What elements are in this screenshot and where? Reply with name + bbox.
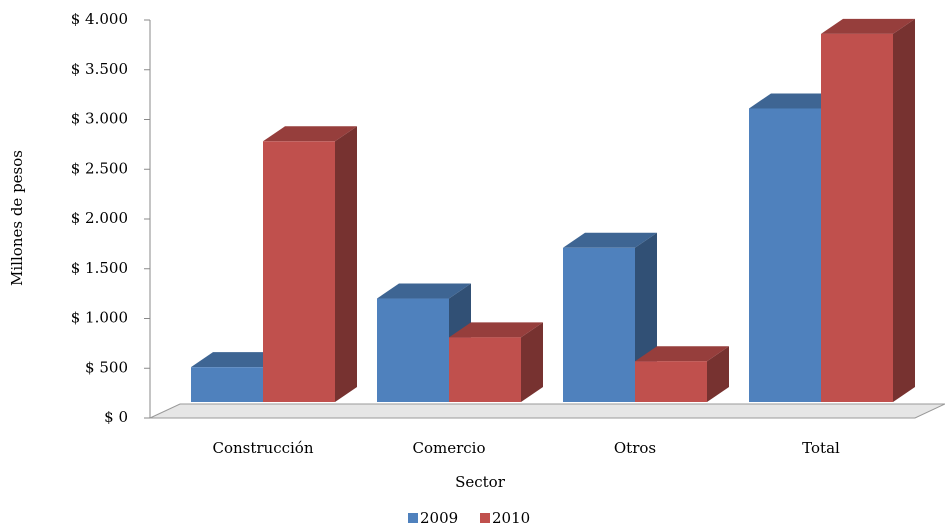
bar-side xyxy=(521,322,543,402)
bar xyxy=(821,33,893,402)
y-tick-label: $ 1.500 xyxy=(71,259,128,277)
y-tick-label: $ 1.000 xyxy=(71,309,128,327)
bar-top xyxy=(563,232,657,248)
bar-top xyxy=(635,346,729,362)
legend-swatch xyxy=(480,513,490,523)
legend-label: 2009 xyxy=(420,509,458,527)
y-tick-label: $ 3.500 xyxy=(71,60,128,78)
y-tick-label: $ 500 xyxy=(85,358,128,376)
bar xyxy=(635,361,707,402)
x-tick-label: Total xyxy=(802,439,840,457)
floor xyxy=(149,403,945,419)
bar xyxy=(263,141,335,402)
legend-label: 2010 xyxy=(492,509,530,527)
bar xyxy=(563,247,635,402)
bar-top xyxy=(449,322,543,338)
y-tick-label: $ 2.000 xyxy=(71,209,128,227)
y-tick-label: $ 4.000 xyxy=(71,10,128,28)
x-tick-label: Comercio xyxy=(412,439,485,457)
y-axis-title: Millones de pesos xyxy=(8,150,26,286)
y-tick-label: $ 2.500 xyxy=(71,159,128,177)
bar-top xyxy=(263,126,357,142)
x-tick-label: Construcción xyxy=(212,439,313,457)
bar xyxy=(191,367,263,402)
x-tick-label: Otros xyxy=(614,439,656,457)
bar-top xyxy=(377,283,471,299)
bar-top xyxy=(191,352,285,368)
bar-side xyxy=(707,346,729,402)
bar-top xyxy=(821,18,915,34)
y-tick-label: $ 0 xyxy=(104,408,128,426)
bar-side xyxy=(335,126,357,402)
bar-top xyxy=(749,93,843,109)
bar xyxy=(749,108,821,402)
y-tick-label: $ 3.000 xyxy=(71,110,128,128)
x-axis-title: Sector xyxy=(455,473,506,491)
bar xyxy=(449,337,521,402)
bar xyxy=(377,298,449,402)
legend-swatch xyxy=(408,513,418,523)
bar-side xyxy=(893,18,915,402)
